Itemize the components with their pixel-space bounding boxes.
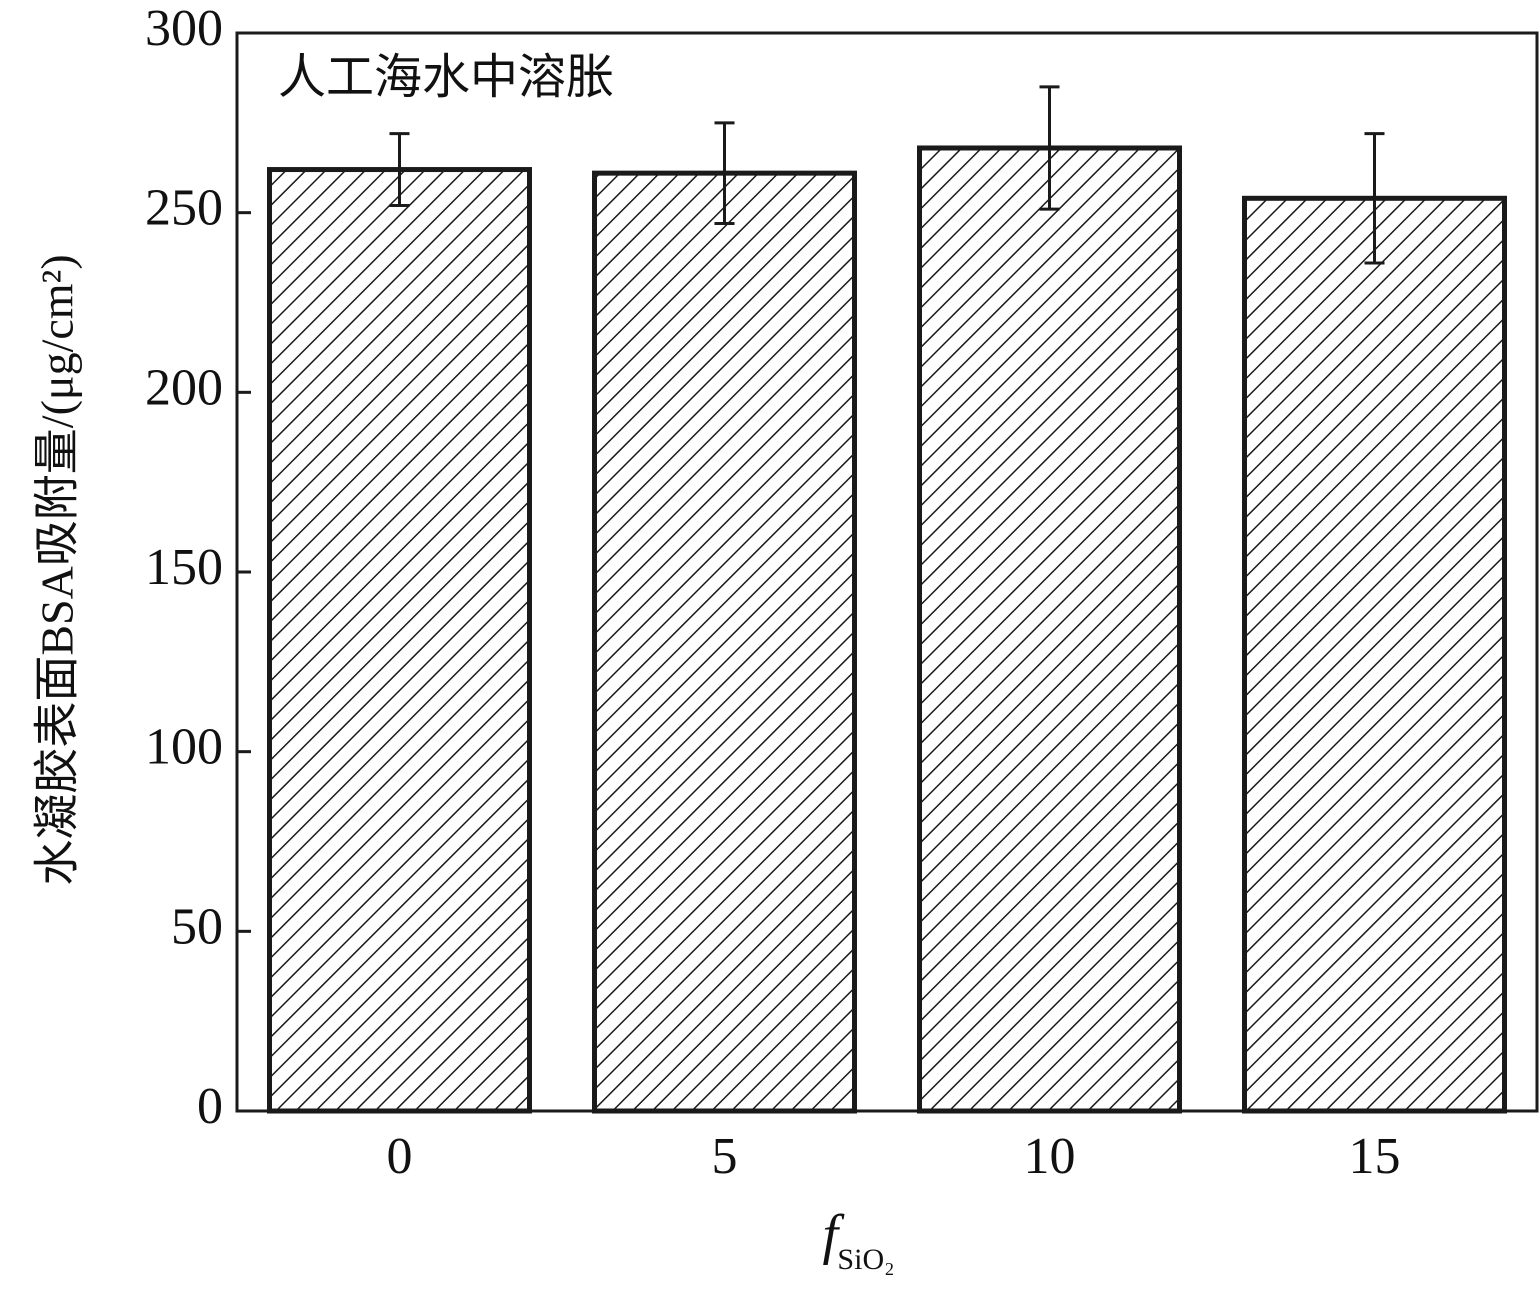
y-axis-label: 水凝胶表面BSA吸附量/(μg/cm²): [32, 254, 83, 885]
annotation: 人工海水中溶胀: [278, 49, 614, 105]
bar: [592, 170, 857, 1114]
y-tick-label: 0: [197, 1078, 223, 1135]
error-bar: [1364, 132, 1385, 265]
error-bar: [389, 132, 410, 207]
y-tick-label: 100: [145, 719, 223, 776]
x-tick-label: 0: [387, 1128, 413, 1185]
bar: [1242, 195, 1507, 1114]
y-tick-label: 150: [145, 539, 223, 596]
y-tick-label: 300: [145, 0, 223, 57]
y-tick-label: 200: [145, 359, 223, 416]
x-tick-label: 5: [712, 1128, 738, 1185]
y-tick-label: 250: [145, 180, 223, 237]
x-tick-label: 15: [1349, 1128, 1401, 1185]
x-tick-label: 10: [1024, 1128, 1076, 1185]
error-bar: [1039, 85, 1060, 211]
bar: [267, 167, 532, 1114]
y-tick-label: 50: [171, 898, 223, 955]
error-bar: [714, 121, 735, 225]
x-axis-label-subscript: SiO₂: [837, 1243, 894, 1276]
bar: [917, 145, 1182, 1114]
